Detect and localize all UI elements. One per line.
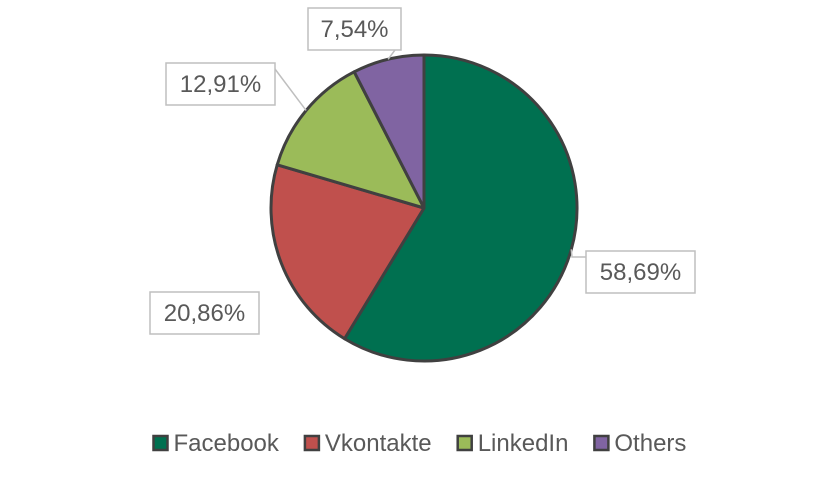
- pie-slices: [269, 53, 579, 363]
- legend-item-vkontakte: Vkontakte: [303, 430, 432, 457]
- legend-label-vkontakte: Vkontakte: [325, 430, 432, 457]
- legend-item-facebook: Facebook: [152, 430, 280, 457]
- legend-item-linkedin: LinkedIn: [456, 430, 569, 457]
- data-label-facebook: 58,69%: [585, 250, 696, 294]
- legend: Facebook Vkontakte LinkedIn Others: [152, 430, 686, 457]
- data-label-box-others: [307, 7, 402, 51]
- leader-lines: [274, 49, 586, 258]
- data-label-linkedin: 12,91%: [165, 62, 276, 106]
- legend-swatch-linkedin: [456, 434, 473, 452]
- legend-swatch-vkontakte: [303, 434, 321, 452]
- data-label-text-linkedin: 12,91%: [180, 71, 261, 98]
- legend-label-linkedin: LinkedIn: [478, 430, 569, 457]
- data-label-text-vkontakte: 20,86%: [164, 300, 245, 327]
- legend-item-others: Others: [593, 430, 686, 457]
- data-label-text-others: 7,54%: [320, 16, 388, 43]
- data-label-box-linkedin: [165, 62, 276, 106]
- legend-label-facebook: Facebook: [174, 430, 280, 457]
- data-label-box-facebook: [585, 250, 696, 294]
- leader-line-others: [387, 49, 396, 60]
- data-label-others: 7,54%: [307, 7, 402, 51]
- legend-swatch-facebook: [152, 434, 169, 452]
- data-labels: 58,69% 20,86% 12,91% 7,54%: [149, 7, 696, 335]
- data-label-text-facebook: 58,69%: [600, 259, 681, 286]
- data-label-box-vkontakte: [149, 291, 260, 335]
- pie-slice-linkedin: [275, 70, 426, 210]
- leader-line-linkedin: [274, 68, 307, 111]
- pie-slice-vkontakte: [269, 163, 426, 341]
- legend-label-others: Others: [614, 430, 686, 457]
- leader-line-facebook: [570, 249, 586, 258]
- pie-slice-facebook: [343, 53, 579, 363]
- legend-swatch-others: [593, 434, 610, 452]
- data-label-vkontakte: 20,86%: [149, 291, 260, 335]
